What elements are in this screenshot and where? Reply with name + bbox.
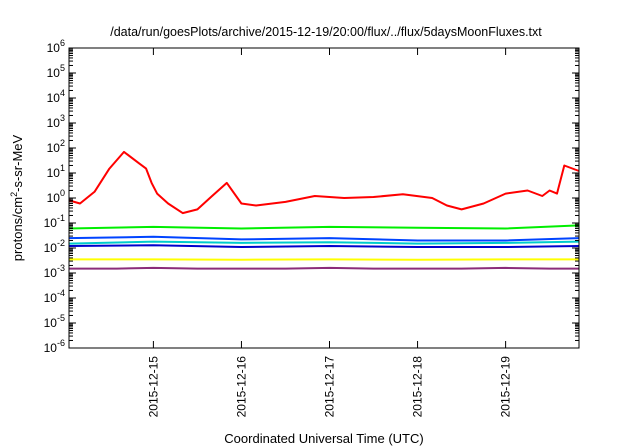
y-tick-label: 10-6 bbox=[44, 338, 65, 355]
y-tick-label: 105 bbox=[47, 63, 65, 80]
series-line-4 bbox=[68, 244, 580, 248]
y-tick-label: 106 bbox=[47, 38, 65, 55]
y-tick-label: 104 bbox=[47, 88, 65, 105]
y-axis-title-text: protons/cm2-s-sr-MeV bbox=[9, 134, 25, 261]
x-tick-label: 2015-12-16 bbox=[234, 356, 248, 418]
series-line-2 bbox=[68, 240, 580, 245]
y-axis-title: protons/cm2-s-sr-MeV bbox=[9, 134, 25, 261]
series-line-1 bbox=[68, 224, 580, 230]
x-tick-label: 2015-12-19 bbox=[499, 356, 513, 418]
series-line-0 bbox=[68, 150, 580, 215]
y-tick-label: 10-5 bbox=[44, 313, 65, 330]
series-layer bbox=[68, 150, 580, 270]
y-tick-label: 10-3 bbox=[44, 263, 65, 280]
x-axis-title: Coordinated Universal Time (UTC) bbox=[224, 431, 423, 446]
y-tick-label: 10-4 bbox=[44, 288, 65, 305]
y-tick-label: 100 bbox=[47, 188, 65, 205]
x-tick-label: 2015-12-18 bbox=[411, 356, 425, 418]
series-line-3 bbox=[68, 235, 580, 242]
y-tick-label: 103 bbox=[47, 113, 65, 130]
plot-frame bbox=[68, 47, 580, 349]
y-tick-label: 10-1 bbox=[44, 213, 65, 230]
chart-title: /data/run/goesPlots/archive/2015-12-19/2… bbox=[110, 25, 542, 39]
x-tick-label: 2015-12-17 bbox=[323, 356, 337, 418]
x-tick-label: 2015-12-15 bbox=[146, 356, 160, 418]
y-tick-label: 101 bbox=[47, 163, 65, 180]
series-line-6 bbox=[69, 266, 579, 270]
y-tick-label: 102 bbox=[47, 138, 65, 155]
y-tick-label: 10-2 bbox=[44, 238, 65, 255]
